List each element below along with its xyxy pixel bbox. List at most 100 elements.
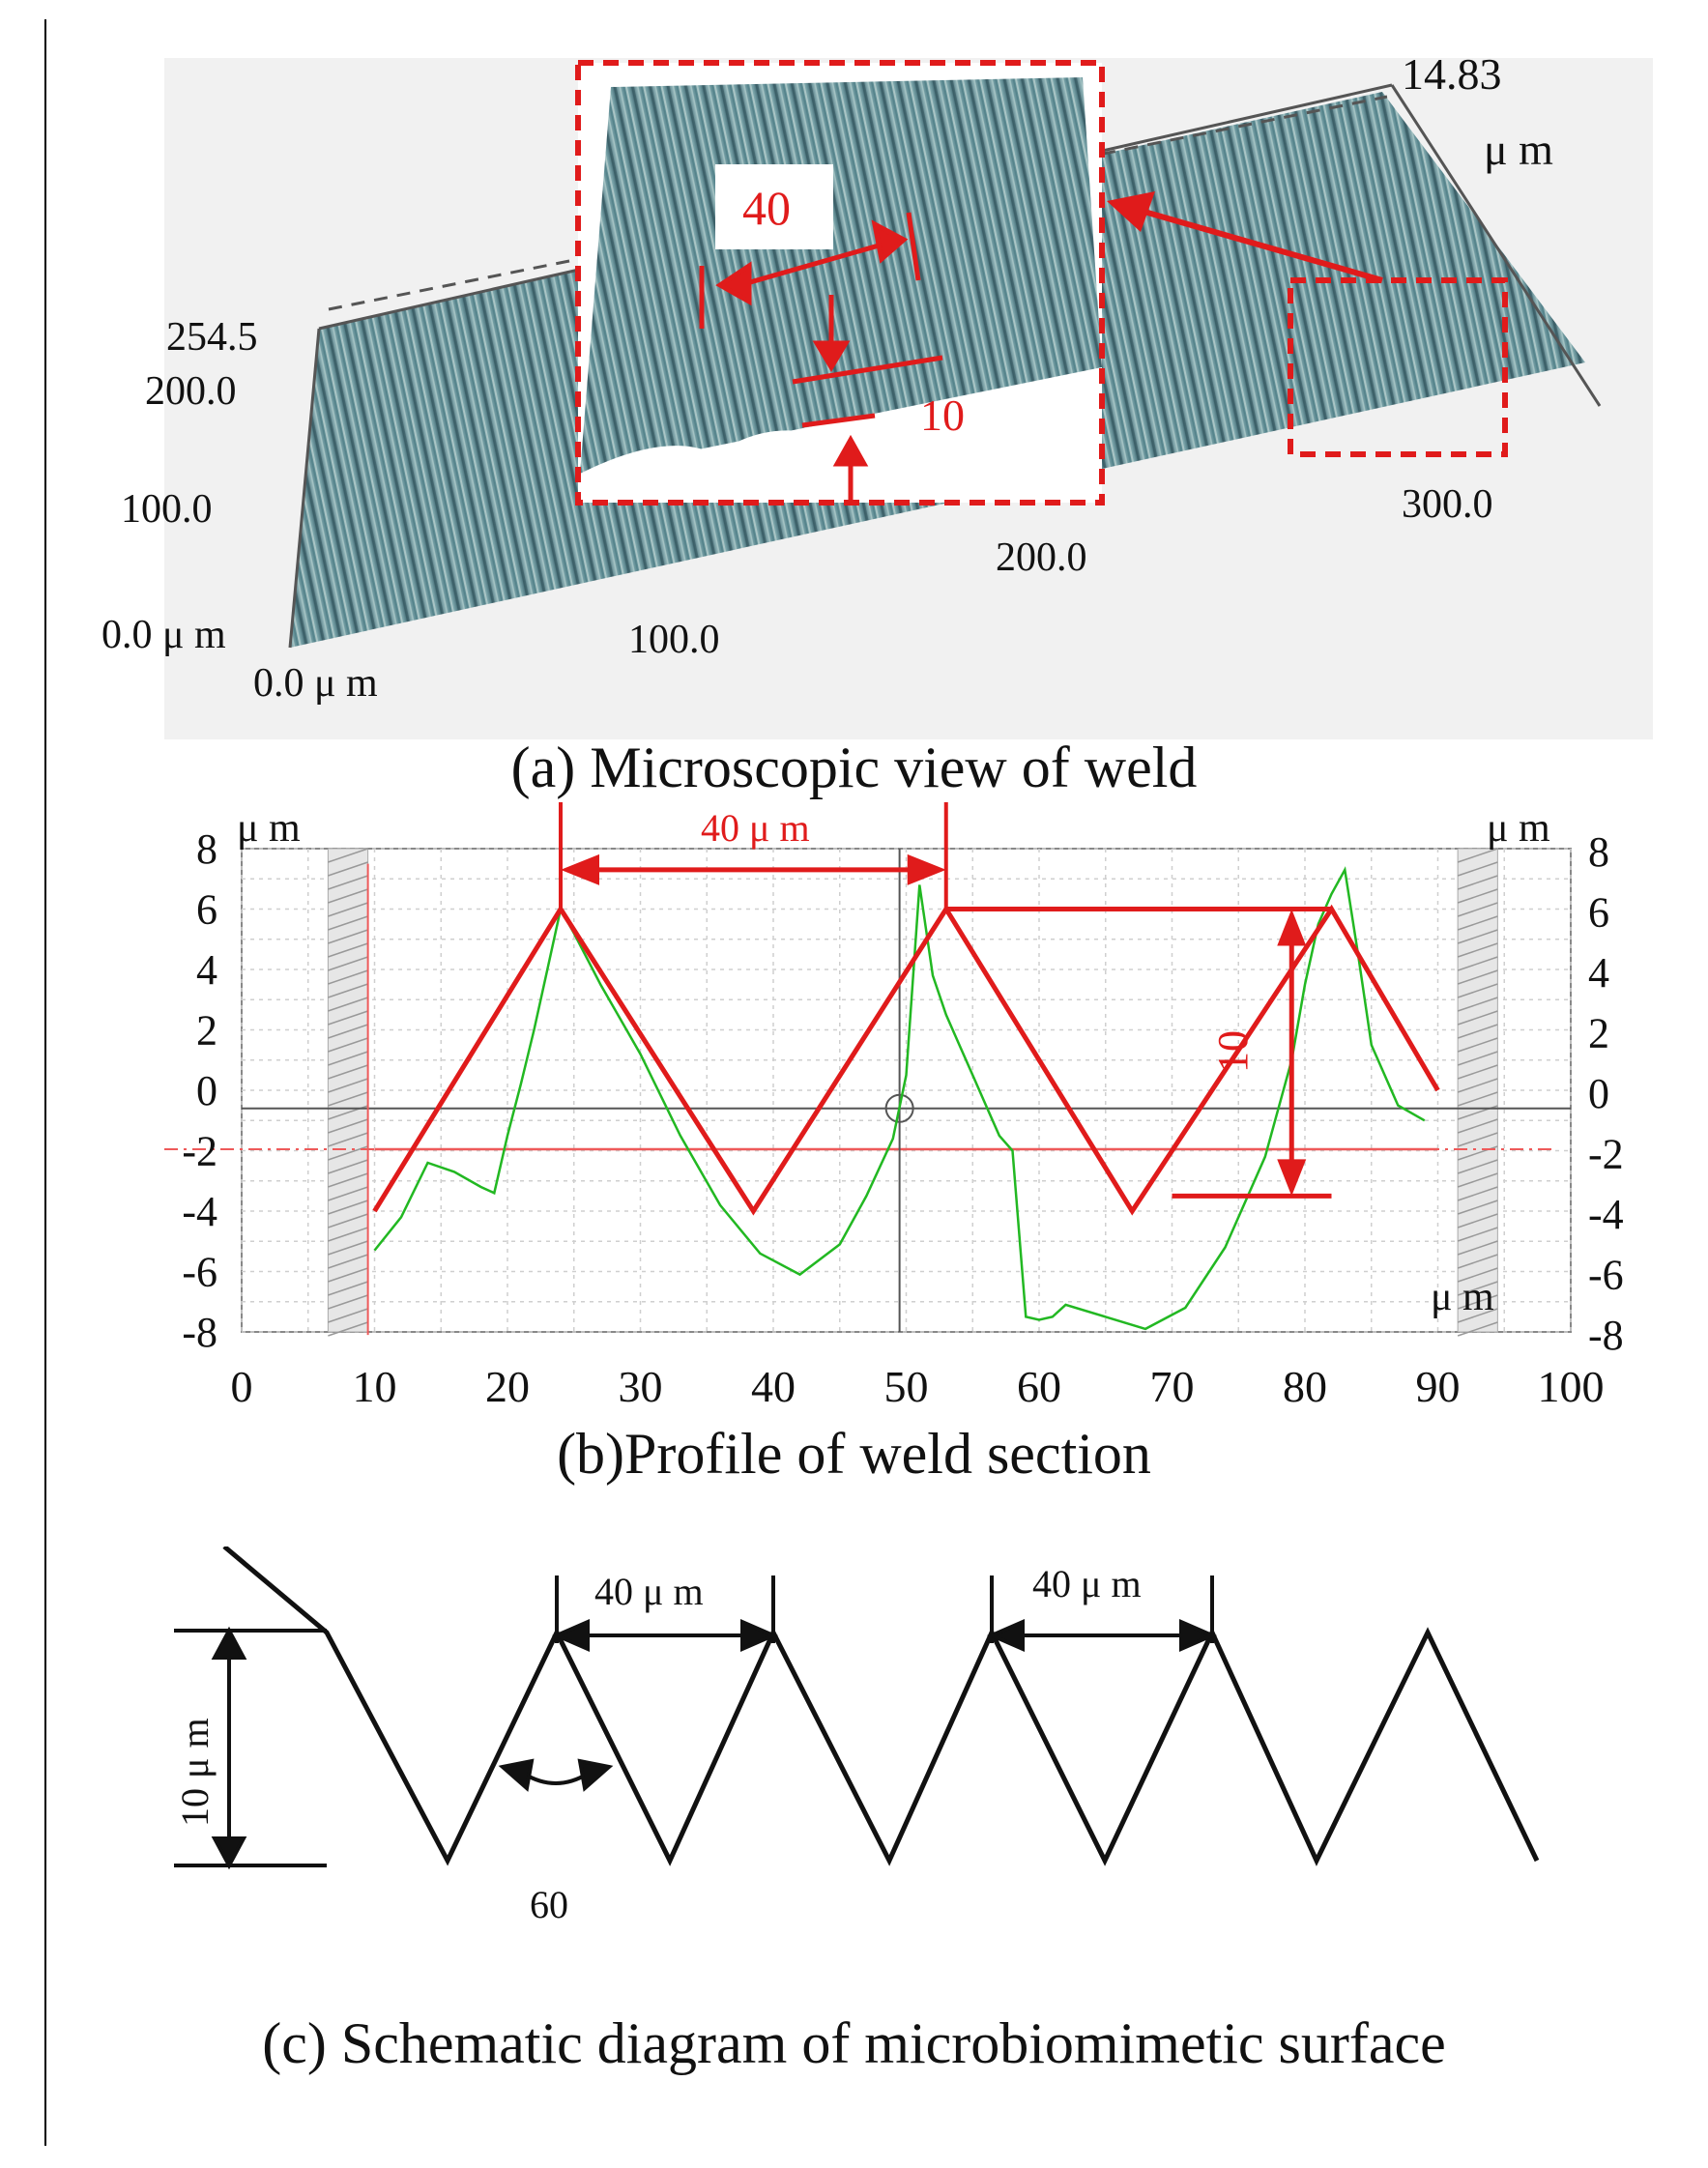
hatch-stroke <box>328 1078 368 1093</box>
zoom-inset <box>575 60 1105 506</box>
inset-width-label: 40 <box>742 181 791 235</box>
y-tick-label-right: -8 <box>1588 1312 1624 1359</box>
crosshair-circle <box>884 1093 914 1123</box>
hatch-stroke <box>1457 983 1498 998</box>
hatch-stroke <box>1457 861 1498 877</box>
hatch-stroke <box>328 1051 368 1066</box>
y-tick-label-right: 6 <box>1588 889 1609 937</box>
hatch-stroke <box>328 902 368 917</box>
hatch-stroke <box>1457 956 1498 971</box>
hatch-stroke <box>328 1037 368 1053</box>
dimension-lines <box>174 1575 1217 1870</box>
hatch-stroke <box>328 1213 368 1229</box>
depth-arrowhead-top <box>1277 909 1307 946</box>
hatch-stroke <box>328 1294 368 1310</box>
angle-label: 60 <box>530 1883 568 1926</box>
hatch-stroke <box>1457 1132 1498 1147</box>
hatch-stroke <box>1457 1064 1498 1080</box>
hatch-stroke <box>328 956 368 971</box>
y-tick-label-right: 8 <box>1588 828 1609 876</box>
hatch-stroke <box>328 942 368 958</box>
hatch-stroke <box>328 969 368 985</box>
y-label-100: 100.0 <box>121 487 213 532</box>
z-unit-label: μ m <box>1484 125 1553 174</box>
hatch-stroke <box>328 1118 368 1134</box>
x-label-0: 0.0 μ m <box>253 661 378 706</box>
unit-top-left: μ m <box>237 806 301 851</box>
hatch-stroke <box>1457 1267 1498 1283</box>
unit-top-right: μ m <box>1487 806 1550 851</box>
period-arrowhead-left <box>561 853 599 885</box>
hatch-stroke <box>328 1159 368 1174</box>
zoom-arrow <box>1107 191 1383 283</box>
hatch-stroke <box>1457 1118 1498 1134</box>
z-max-label: 14.83 <box>1402 49 1502 99</box>
y-tick-label-right: -6 <box>1588 1252 1624 1299</box>
hatch-stroke <box>1457 915 1498 931</box>
x-tick-label: 30 <box>619 1362 663 1411</box>
hatch-stroke <box>1457 1240 1498 1256</box>
x-tick-label: 40 <box>751 1362 796 1411</box>
hatch-stroke <box>1457 997 1498 1012</box>
x-tick-label: 20 <box>485 1362 530 1411</box>
hatch-stroke <box>1457 1254 1498 1269</box>
hatch-stroke <box>1457 888 1498 904</box>
hatch-stroke <box>1457 1213 1498 1229</box>
hatch-stroke <box>328 1254 368 1269</box>
hatch-stroke <box>328 1200 368 1215</box>
y-tick-label-left: 4 <box>196 946 217 994</box>
y-tick-label-left: 6 <box>196 886 217 934</box>
hatch-stroke <box>328 1186 368 1201</box>
y-tick-label-right: 4 <box>1588 949 1609 997</box>
y-tick-label-left: -8 <box>182 1309 217 1356</box>
hatch-stroke <box>1457 1186 1498 1201</box>
y-tick-label-right: -2 <box>1588 1131 1624 1178</box>
hatch-stroke <box>1457 1308 1498 1323</box>
hatch-stroke <box>328 1321 368 1337</box>
y-tick-label-left: 0 <box>196 1067 217 1114</box>
hatch-stroke <box>328 848 368 863</box>
hatch-stroke <box>328 1281 368 1296</box>
period-arrowhead-right <box>907 853 946 885</box>
depth-annotation-label: 10 <box>1209 1030 1257 1073</box>
height-dimension-label: 10 μ m <box>173 1718 217 1827</box>
x-label-200: 200.0 <box>996 535 1087 580</box>
unit-bottom-right: μ m <box>1431 1275 1494 1319</box>
region-marker-box <box>1288 277 1508 457</box>
caption-b: (b)Profile of weld section <box>557 1422 1151 1486</box>
hatch-stroke <box>1457 969 1498 985</box>
hatch-stroke <box>1457 1091 1498 1107</box>
schematic-diagram: 10 μ m 40 μ m 40 μ m 60 <box>173 1547 1540 1926</box>
caption-c: (c) Schematic diagram of microbiomimetic… <box>262 2011 1446 2075</box>
hatch-stroke <box>1457 875 1498 890</box>
hatch-stroke <box>1457 1037 1498 1053</box>
period-annotation-label: 40 μ m <box>701 806 810 850</box>
hatch-stroke <box>328 915 368 931</box>
hatch-stroke <box>328 1227 368 1242</box>
hatch-stroke <box>1457 1159 1498 1174</box>
hatch-stroke <box>328 1308 368 1323</box>
hatch-stroke <box>328 1010 368 1026</box>
hatch-stroke <box>1457 1294 1498 1310</box>
y-label-0: 0.0 μ m <box>101 613 226 657</box>
hatch-stroke <box>328 1091 368 1107</box>
y-tick-label-right: 0 <box>1588 1070 1609 1117</box>
y-tick-label-left: -6 <box>182 1249 217 1296</box>
depth-arrowhead-bottom <box>1277 1159 1307 1197</box>
hatch-stroke <box>1457 1010 1498 1026</box>
hatch-stroke <box>328 997 368 1012</box>
hatch-stroke <box>1457 1051 1498 1066</box>
caption-a: (a) Microscopic view of weld <box>510 736 1198 799</box>
hatch-stroke <box>1457 1200 1498 1215</box>
inset-depth-label: 10 <box>920 390 965 440</box>
triangular-wave <box>222 1547 1540 1866</box>
y-tick-label-left: 2 <box>196 1007 217 1055</box>
x-tick-label: 90 <box>1416 1362 1461 1411</box>
x-tick-label: 50 <box>884 1362 929 1411</box>
x-tick-label: 100 <box>1538 1362 1605 1411</box>
hatch-stroke <box>1457 1024 1498 1039</box>
y-tick-label-right: -4 <box>1588 1191 1624 1238</box>
x-tick-label: 10 <box>353 1362 397 1411</box>
hatch-stroke <box>1457 1321 1498 1337</box>
